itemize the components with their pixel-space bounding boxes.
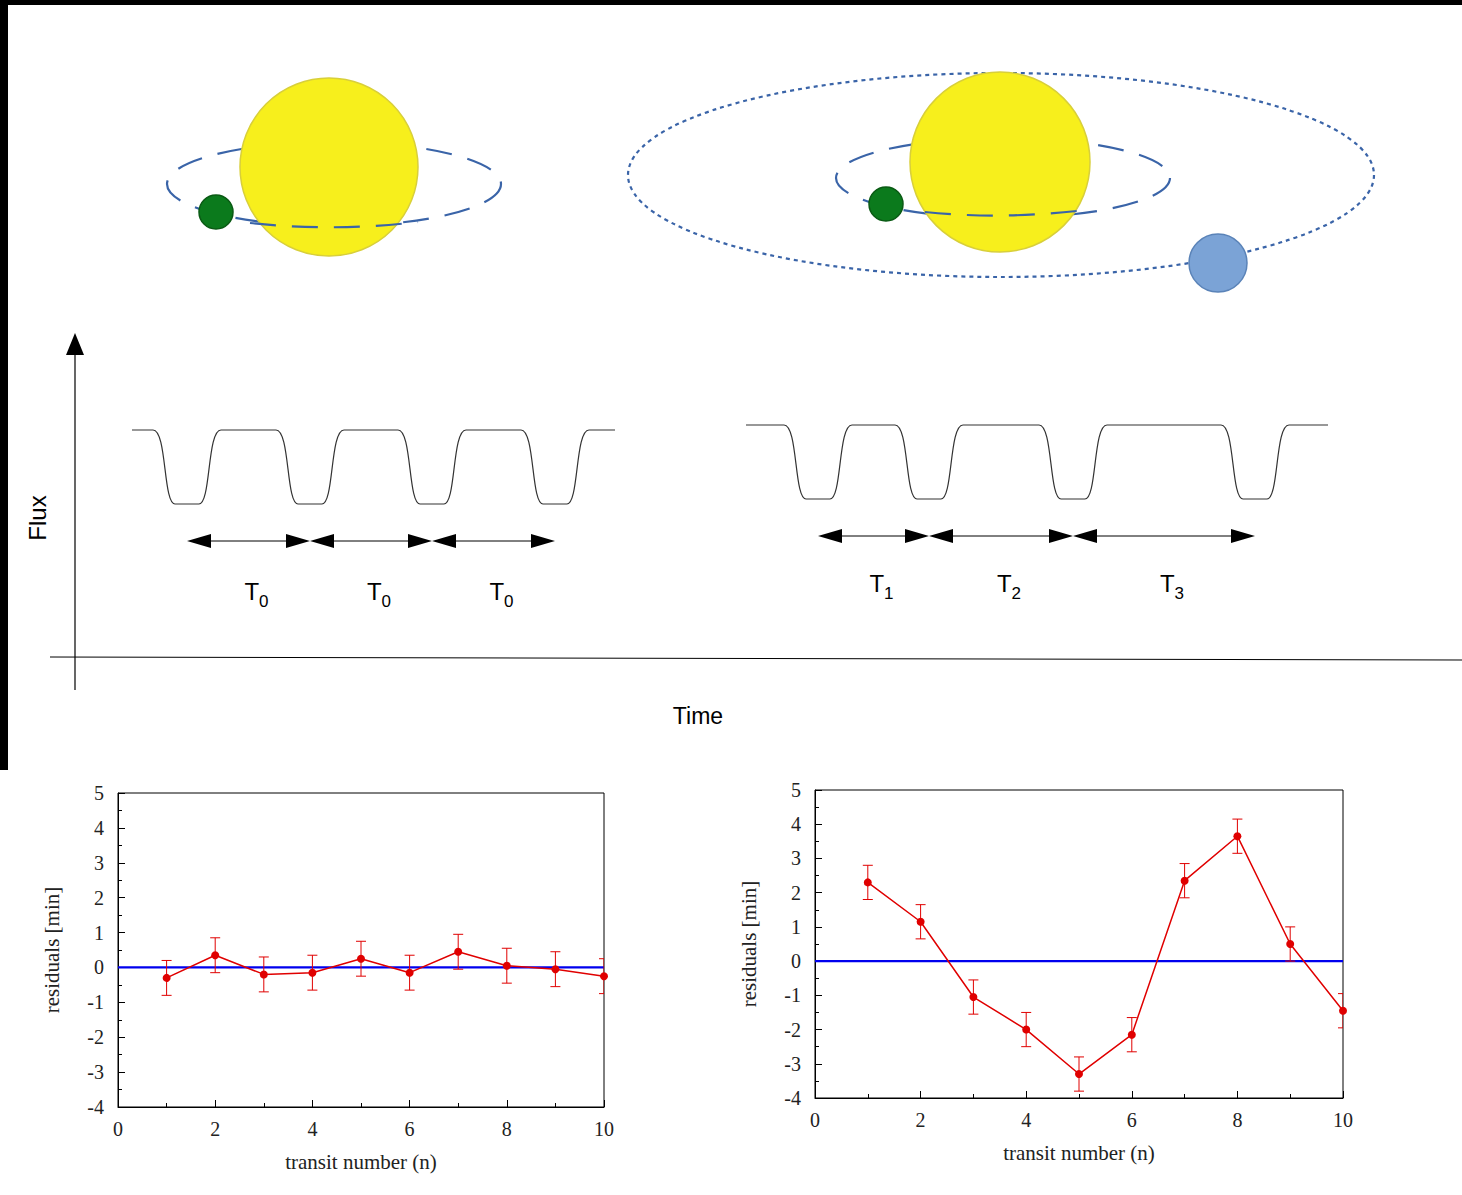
svg-text:residuals [min]: residuals [min] <box>40 887 64 1014</box>
svg-text:4: 4 <box>307 1118 317 1140</box>
svg-text:residuals [min]: residuals [min] <box>737 881 761 1008</box>
svg-text:2: 2 <box>791 882 801 904</box>
svg-text:2: 2 <box>916 1109 926 1131</box>
svg-text:10: 10 <box>594 1118 614 1140</box>
svg-text:4: 4 <box>791 813 801 835</box>
svg-text:-2: -2 <box>784 1019 801 1041</box>
svg-text:1: 1 <box>791 916 801 938</box>
svg-text:-3: -3 <box>784 1053 801 1075</box>
svg-text:-1: -1 <box>87 991 104 1013</box>
svg-text:4: 4 <box>94 817 104 839</box>
svg-text:T0: T0 <box>244 578 268 611</box>
svg-text:0: 0 <box>810 1109 820 1131</box>
svg-text:Flux: Flux <box>24 495 51 540</box>
svg-text:4: 4 <box>1021 1109 1031 1131</box>
svg-text:6: 6 <box>405 1118 415 1140</box>
svg-text:2: 2 <box>94 887 104 909</box>
svg-text:0: 0 <box>113 1118 123 1140</box>
svg-text:3: 3 <box>791 847 801 869</box>
svg-text:-4: -4 <box>784 1087 801 1109</box>
svg-text:5: 5 <box>94 782 104 804</box>
svg-text:0: 0 <box>94 956 104 978</box>
svg-text:T0: T0 <box>367 578 391 611</box>
svg-text:transit number (n): transit number (n) <box>1003 1141 1155 1165</box>
svg-text:-4: -4 <box>87 1096 104 1118</box>
svg-text:1: 1 <box>94 922 104 944</box>
svg-text:2: 2 <box>210 1118 220 1140</box>
svg-text:T3: T3 <box>1160 570 1184 603</box>
svg-text:10: 10 <box>1333 1109 1353 1131</box>
svg-text:T2: T2 <box>997 570 1021 603</box>
svg-text:-2: -2 <box>87 1026 104 1048</box>
svg-text:T1: T1 <box>869 570 893 603</box>
svg-text:T0: T0 <box>489 578 513 611</box>
svg-text:transit number (n): transit number (n) <box>285 1150 437 1174</box>
svg-text:8: 8 <box>502 1118 512 1140</box>
svg-text:6: 6 <box>1127 1109 1137 1131</box>
svg-text:3: 3 <box>94 852 104 874</box>
svg-text:0: 0 <box>791 950 801 972</box>
svg-text:5: 5 <box>791 779 801 801</box>
svg-text:8: 8 <box>1232 1109 1242 1131</box>
svg-text:-1: -1 <box>784 984 801 1006</box>
svg-text:Time: Time <box>673 703 723 729</box>
svg-text:-3: -3 <box>87 1061 104 1083</box>
